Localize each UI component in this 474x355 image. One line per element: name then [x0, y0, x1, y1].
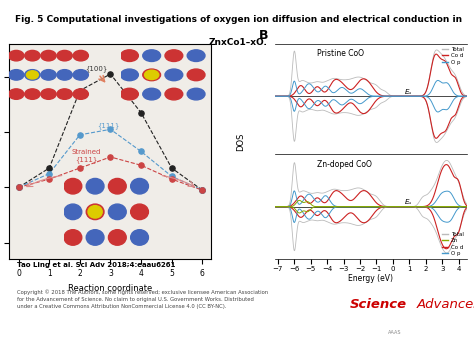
- Point: [137, 110, 145, 116]
- Point: [76, 88, 83, 93]
- Text: {100}: {100}: [85, 65, 108, 72]
- Text: AAAS: AAAS: [388, 330, 401, 335]
- Text: Pristine CoO: Pristine CoO: [317, 49, 364, 58]
- Point: [46, 171, 53, 176]
- X-axis label: Reaction coordinate: Reaction coordinate: [68, 284, 153, 293]
- Text: Eᵤ: Eᵤ: [404, 89, 411, 94]
- Text: B: B: [259, 29, 269, 42]
- Point: [168, 176, 175, 182]
- Text: Strained
{111}: Strained {111}: [71, 149, 100, 163]
- Point: [46, 165, 53, 171]
- Point: [199, 187, 206, 193]
- Point: [199, 187, 206, 193]
- Point: [107, 154, 114, 160]
- Point: [199, 187, 206, 193]
- Legend: Total, Co d, O p: Total, Co d, O p: [441, 47, 464, 65]
- Point: [15, 185, 22, 190]
- Point: [168, 165, 175, 171]
- Point: [107, 71, 114, 77]
- Point: [15, 185, 22, 190]
- Point: [107, 126, 114, 132]
- Text: Zn-doped CoO: Zn-doped CoO: [317, 160, 372, 169]
- Text: Eᵤ: Eᵤ: [404, 199, 411, 205]
- Point: [168, 174, 175, 179]
- Text: ZnxCo1–xO.: ZnxCo1–xO.: [209, 38, 268, 47]
- Point: [137, 149, 145, 154]
- Point: [46, 176, 53, 182]
- Text: DOS: DOS: [237, 133, 245, 151]
- Point: [137, 163, 145, 168]
- Point: [15, 185, 22, 190]
- X-axis label: Energy (eV): Energy (eV): [348, 274, 393, 283]
- Legend: Total, Zn, Co d, O p: Total, Zn, Co d, O p: [441, 231, 464, 257]
- Text: {111}: {111}: [97, 123, 119, 130]
- Point: [76, 132, 83, 138]
- Text: Tao Ling et al. Sci Adv 2018;4:eaau6261: Tao Ling et al. Sci Adv 2018;4:eaau6261: [17, 262, 175, 268]
- Text: Fig. 5 Computational investigations of oxygen ion diffusion and electrical condu: Fig. 5 Computational investigations of o…: [15, 15, 462, 24]
- Text: Advances: Advances: [416, 298, 474, 311]
- Text: Science: Science: [349, 298, 407, 311]
- Text: Copyright © 2018 The Authors, some rights reserved; exclusive licensee American : Copyright © 2018 The Authors, some right…: [17, 289, 268, 309]
- Point: [76, 165, 83, 171]
